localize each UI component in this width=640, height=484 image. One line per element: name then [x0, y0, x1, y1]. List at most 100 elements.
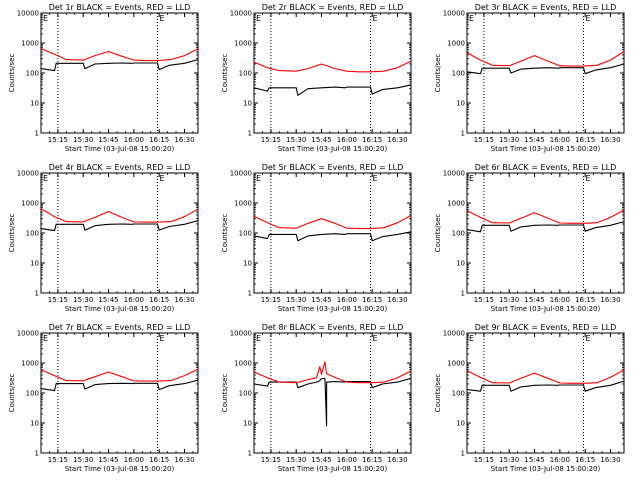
y-tick-label: 1000: [21, 200, 39, 208]
x-tick-label: 16:00: [337, 136, 357, 144]
x-tick-label: 15:45: [98, 296, 118, 304]
x-tick-label: 16:30: [387, 296, 407, 304]
corner-mark-left: E: [469, 334, 474, 343]
y-tick-label: 1000: [21, 40, 39, 48]
corner-mark-right: E: [159, 174, 164, 183]
plot-frame: [466, 332, 625, 454]
y-tick-label: 10000: [230, 170, 252, 178]
panel-det-2: Det 2r BLACK = Events, RED = LLD 1 10 100 10…: [221, 3, 412, 153]
events-line: [40, 59, 199, 72]
corner-mark-left: E: [256, 334, 261, 343]
y-tick-label: 10000: [17, 170, 39, 178]
x-tick-label: 15:45: [311, 296, 331, 304]
lld-line: [253, 215, 412, 230]
corner-mark-left: E: [43, 174, 48, 183]
y-tick-label: 10000: [17, 10, 39, 18]
corner-mark-right: E: [372, 174, 377, 183]
x-tick-label: 16:15: [575, 136, 595, 144]
x-tick-label: 16:15: [149, 136, 169, 144]
x-tick-label: 16:15: [362, 136, 382, 144]
plot-frame: [253, 332, 412, 454]
x-axis-label: Start Time (03-Jul-08 15:00:20): [491, 305, 601, 313]
x-axis-label: Start Time (03-Jul-08 15:00:20): [278, 145, 388, 153]
y-tick-label: 10: [243, 260, 252, 268]
x-tick-label: 15:30: [286, 296, 306, 304]
plot-frame: [40, 12, 199, 134]
y-tick-label: 10000: [230, 10, 252, 18]
y-axis-label: Counts/sec: [221, 214, 229, 253]
events-line: [253, 84, 412, 96]
panel-det-9: Det 9r BLACK = Events, RED = LLD 1 10 100 10…: [434, 323, 625, 473]
x-axis-label: Start Time (03-Jul-08 15:00:20): [65, 305, 175, 313]
y-tick-label: 10: [456, 420, 465, 428]
x-tick-label: 16:00: [550, 296, 570, 304]
corner-mark-right: E: [159, 334, 164, 343]
y-axis-label: Counts/sec: [434, 374, 442, 413]
lld-line: [253, 361, 412, 384]
corner-mark-right: E: [585, 334, 590, 343]
lld-line: [466, 209, 625, 224]
x-tick-label: 15:15: [261, 296, 281, 304]
panel-det-5: Det 5r BLACK = Events, RED = LLD 1 10 100 10…: [221, 163, 412, 313]
events-line: [466, 380, 625, 392]
panel-det-1: Det 1r BLACK = Events, RED = LLD 1 10 100 10…: [8, 3, 199, 153]
chart-title: Det 8r BLACK = Events, RED = LLD: [262, 323, 404, 332]
x-tick-label: 16:15: [362, 456, 382, 464]
y-tick-label: 1000: [234, 40, 252, 48]
y-tick-label: 1: [35, 450, 39, 458]
x-tick-label: 16:30: [174, 296, 194, 304]
lld-line: [40, 368, 199, 382]
events-line: [466, 221, 625, 233]
corner-mark-left: E: [43, 14, 48, 23]
x-tick-label: 15:15: [261, 136, 281, 144]
plot-frame: [40, 172, 199, 294]
y-tick-label: 1000: [447, 360, 465, 368]
y-tick-label: 10000: [17, 330, 39, 338]
y-tick-label: 1: [461, 290, 465, 298]
x-tick-label: 16:00: [550, 456, 570, 464]
x-axis-label: Start Time (03-Jul-08 15:00:20): [65, 145, 175, 153]
panel-det-7: Det 7r BLACK = Events, RED = LLD 1 10 100 10…: [8, 323, 199, 473]
corner-mark-right: E: [372, 14, 377, 23]
y-tick-label: 100: [452, 230, 465, 238]
x-tick-label: 15:15: [474, 136, 494, 144]
panel-det-6: Det 6r BLACK = Events, RED = LLD 1 10 100 10…: [434, 163, 625, 313]
x-axis-label: Start Time (03-Jul-08 15:00:20): [491, 145, 601, 153]
y-tick-label: 10: [30, 100, 39, 108]
chart-title: Det 5r BLACK = Events, RED = LLD: [262, 163, 404, 172]
y-tick-label: 10: [30, 420, 39, 428]
x-tick-label: 16:00: [124, 456, 144, 464]
y-tick-label: 1000: [447, 200, 465, 208]
y-tick-label: 1: [35, 290, 39, 298]
x-tick-label: 15:15: [261, 456, 281, 464]
x-tick-label: 16:15: [149, 456, 169, 464]
y-tick-label: 10000: [443, 330, 465, 338]
y-tick-label: 100: [239, 230, 252, 238]
y-tick-label: 10000: [443, 170, 465, 178]
y-tick-label: 1000: [21, 360, 39, 368]
y-axis-label: Counts/sec: [434, 54, 442, 93]
y-tick-label: 10: [243, 100, 252, 108]
corner-mark-right: E: [372, 334, 377, 343]
plot-frame: [466, 12, 625, 134]
y-axis-label: Counts/sec: [221, 374, 229, 413]
y-tick-label: 1000: [234, 200, 252, 208]
x-tick-label: 15:30: [73, 456, 93, 464]
chart-title: Det 2r BLACK = Events, RED = LLD: [262, 3, 404, 12]
y-tick-label: 10000: [443, 10, 465, 18]
y-tick-label: 1: [248, 130, 252, 138]
x-axis-label: Start Time (03-Jul-08 15:00:20): [278, 305, 388, 313]
events-line: [40, 220, 199, 232]
x-tick-label: 16:00: [124, 296, 144, 304]
x-tick-label: 15:45: [524, 456, 544, 464]
y-tick-label: 100: [26, 70, 39, 78]
y-tick-label: 1: [248, 450, 252, 458]
lld-line: [253, 60, 412, 73]
x-tick-label: 15:30: [286, 456, 306, 464]
events-line: [466, 63, 625, 75]
y-tick-label: 1: [248, 290, 252, 298]
x-tick-label: 16:30: [387, 456, 407, 464]
y-tick-label: 100: [26, 230, 39, 238]
